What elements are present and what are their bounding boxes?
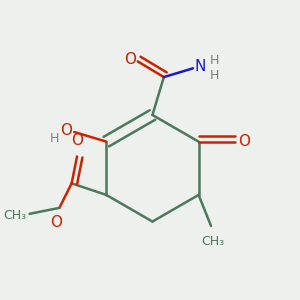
Text: H: H — [210, 54, 219, 67]
Text: CH₃: CH₃ — [3, 209, 26, 222]
Text: O: O — [124, 52, 136, 68]
Text: N: N — [194, 59, 206, 74]
Text: H: H — [50, 132, 59, 145]
Text: O: O — [61, 123, 73, 138]
Text: CH₃: CH₃ — [201, 235, 224, 248]
Text: O: O — [238, 134, 250, 149]
Text: O: O — [71, 133, 83, 148]
Text: H: H — [210, 69, 219, 82]
Text: O: O — [50, 215, 62, 230]
